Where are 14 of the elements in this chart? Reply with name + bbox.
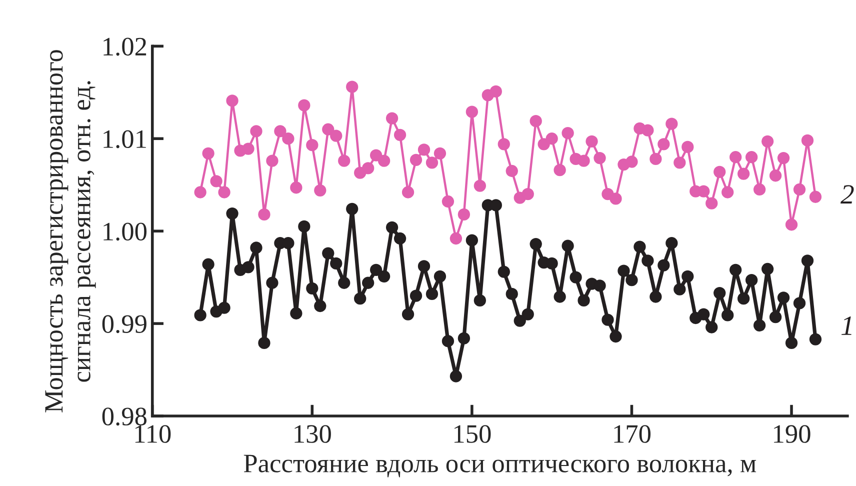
x-tick-label: 190	[774, 425, 810, 443]
x-tick-label: 130	[294, 425, 331, 443]
x-tick-label: 150	[454, 425, 491, 443]
y-tick-label: 1.02	[104, 38, 146, 56]
y-tick-label: 1.00	[104, 222, 146, 241]
y-tick-label: 0.98	[102, 408, 146, 426]
y-axis-title: Мощность зарегистрированного сигнала рассеяния, отн. ед.	[45, 50, 96, 412]
x-axis-title: Расстояние вдоль оси оптического волокна, м	[244, 454, 756, 478]
x-tick-label: 110	[135, 425, 171, 443]
y-tick-label: 0.99	[102, 315, 146, 334]
series-label: 2	[840, 185, 854, 204]
series-label: 1	[841, 316, 852, 335]
x-tick-label: 170	[614, 425, 651, 443]
y-tick-label: 1.01	[104, 130, 146, 148]
